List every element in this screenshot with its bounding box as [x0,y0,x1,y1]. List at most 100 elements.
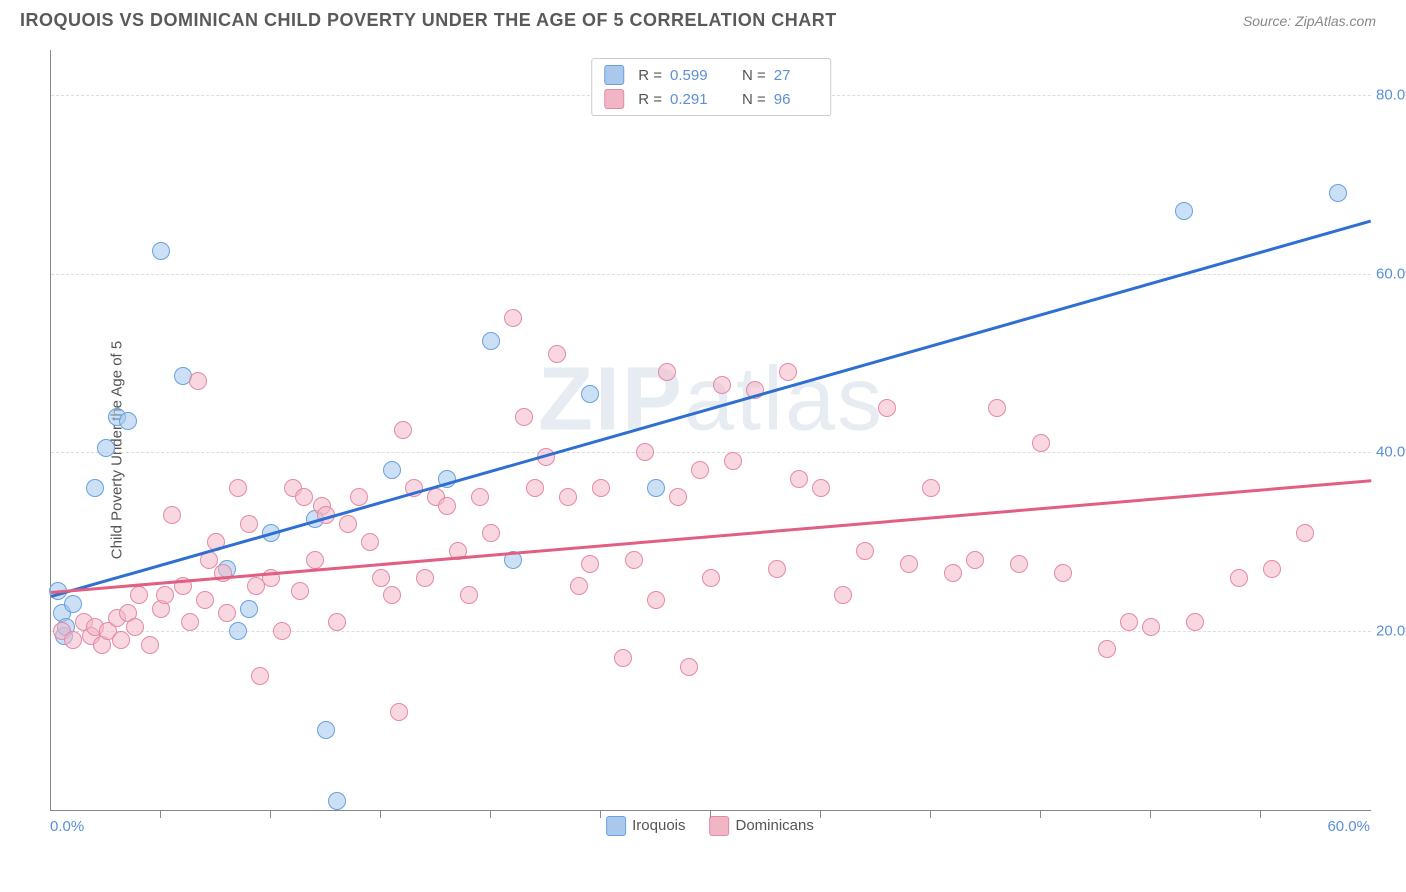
data-point [251,667,269,685]
data-point [900,555,918,573]
data-point [482,524,500,542]
data-point [394,421,412,439]
swatch-icon [604,65,624,85]
data-point [1098,640,1116,658]
data-point [1296,524,1314,542]
data-point [614,649,632,667]
data-point [548,345,566,363]
data-point [669,488,687,506]
data-point [273,622,291,640]
data-point [1230,569,1248,587]
swatch-icon [710,816,730,836]
data-point [482,332,500,350]
data-point [658,363,676,381]
data-point [460,586,478,604]
data-point [878,399,896,417]
data-point [966,551,984,569]
x-tick-mark [600,810,601,818]
n-value: 96 [774,91,818,108]
data-point [702,569,720,587]
r-value: 0.291 [670,91,714,108]
data-point [156,586,174,604]
data-point [130,586,148,604]
legend-row: R = 0.599 N = 27 [604,63,818,87]
data-point [295,488,313,506]
data-point [1142,618,1160,636]
data-point [383,461,401,479]
data-point [119,412,137,430]
data-point [372,569,390,587]
gridline [51,631,1371,632]
x-tick-mark [930,810,931,818]
data-point [834,586,852,604]
x-tick-mark [490,810,491,818]
chart-title: IROQUOIS VS DOMINICAN CHILD POVERTY UNDE… [20,10,837,31]
data-point [218,604,236,622]
data-point [229,479,247,497]
data-point [1186,613,1204,631]
r-value: 0.599 [670,67,714,84]
data-point [361,533,379,551]
data-point [1054,564,1072,582]
r-label: R = [638,91,662,108]
data-point [350,488,368,506]
data-point [1175,202,1193,220]
y-tick-label: 80.0% [1376,86,1406,103]
data-point [779,363,797,381]
swatch-icon [604,89,624,109]
data-point [196,591,214,609]
legend-item: Iroquois [606,816,685,836]
data-point [141,636,159,654]
data-point [812,479,830,497]
data-point [724,452,742,470]
plot-region: ZIPatlas R = 0.599 N = 27 R = 0.291 N = … [50,50,1371,811]
x-tick-mark [1150,810,1151,818]
data-point [922,479,940,497]
gridline [51,452,1371,453]
x-tick-mark [820,810,821,818]
data-point [691,461,709,479]
data-point [181,613,199,631]
y-tick-label: 60.0% [1376,265,1406,282]
n-value: 27 [774,67,818,84]
data-point [240,515,258,533]
x-tick-label: 60.0% [1327,818,1370,835]
swatch-icon [606,816,626,836]
x-tick-label: 0.0% [50,818,84,835]
x-tick-mark [160,810,161,818]
data-point [680,658,698,676]
data-point [515,408,533,426]
x-axis: Iroquois Dominicans 0.0% 60.0% [50,810,1370,850]
data-point [416,569,434,587]
data-point [581,555,599,573]
data-point [163,506,181,524]
data-point [1032,434,1050,452]
x-tick-mark [710,810,711,818]
data-point [647,479,665,497]
stats-legend: R = 0.599 N = 27 R = 0.291 N = 96 [591,58,831,116]
data-point [438,497,456,515]
n-label: N = [742,67,766,84]
legend-item: Dominicans [710,816,814,836]
data-point [339,515,357,533]
data-point [1120,613,1138,631]
data-point [636,443,654,461]
x-tick-mark [380,810,381,818]
data-point [1263,560,1281,578]
data-point [1010,555,1028,573]
data-point [152,242,170,260]
y-tick-label: 20.0% [1376,623,1406,640]
data-point [112,631,130,649]
data-point [713,376,731,394]
data-point [390,703,408,721]
series-legend: Iroquois Dominicans [606,816,814,836]
data-point [559,488,577,506]
trend-line [51,220,1372,598]
data-point [240,600,258,618]
data-point [328,792,346,810]
r-label: R = [638,67,662,84]
data-point [647,591,665,609]
gridline [51,274,1371,275]
data-point [1329,184,1347,202]
data-point [317,721,335,739]
